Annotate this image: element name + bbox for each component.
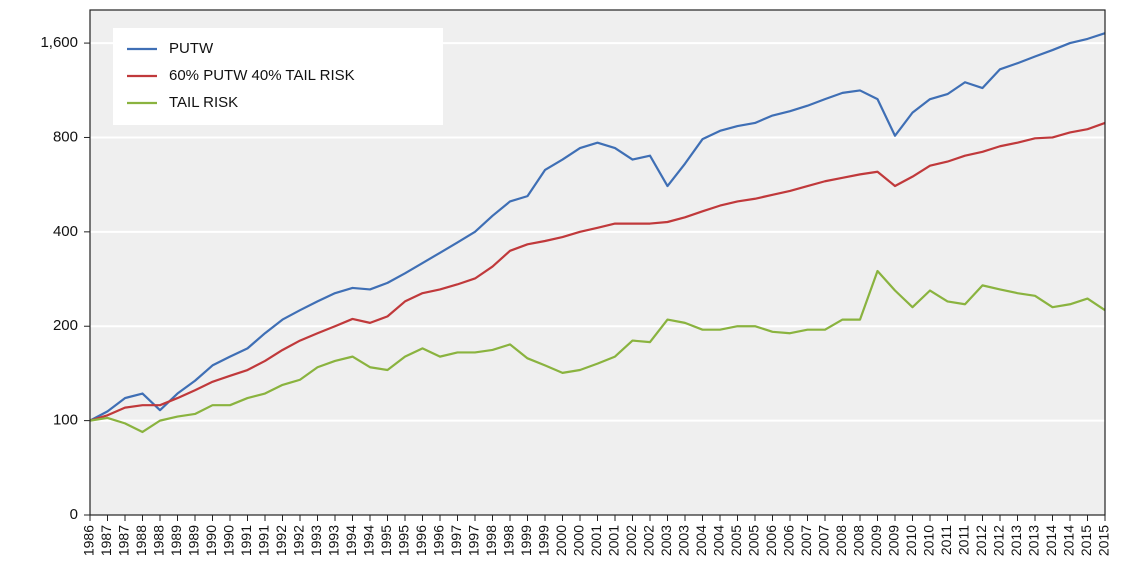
x-tick-label: 2003 — [676, 525, 692, 556]
x-tick-label: 2003 — [658, 525, 674, 556]
legend-box — [113, 28, 443, 125]
x-tick-label: 1987 — [116, 525, 132, 556]
grid — [90, 42, 1105, 422]
y-tick-label: 100 — [53, 412, 78, 429]
x-tick-label: 1991 — [238, 525, 254, 556]
x-tick-label: 2011 — [956, 525, 972, 555]
x-tick-label: 1997 — [466, 525, 482, 556]
x-tick-label: 2001 — [606, 525, 622, 556]
x-tick-label: 1987 — [98, 525, 114, 556]
y-tick-label: 200 — [53, 317, 78, 334]
x-tick-label: 1989 — [186, 525, 202, 556]
x-tick-label: 2008 — [851, 525, 867, 556]
legend-label: 60% PUTW 40% TAIL RISK — [169, 67, 355, 84]
series-line — [89, 121, 1106, 422]
x-tick-label: 2002 — [641, 525, 657, 556]
series-line — [89, 269, 1106, 434]
x-tick-label: 2010 — [921, 525, 937, 556]
x-tick-label: 1994 — [361, 525, 377, 556]
lines — [89, 32, 1106, 434]
x-tick-label: 1990 — [203, 525, 219, 556]
x-tick-label: 1989 — [168, 525, 184, 556]
x-tick-label: 1996 — [413, 525, 429, 556]
x-tick-label: 2002 — [623, 525, 639, 556]
x-tick-label: 2013 — [1026, 525, 1042, 556]
x-tick-label: 1991 — [256, 525, 272, 556]
series-line — [89, 32, 1106, 422]
x-tick-label: 1986 — [81, 525, 97, 556]
x-tick-label: 1988 — [151, 525, 167, 556]
x-tick-label: 2013 — [1008, 525, 1024, 556]
x-tick-label: 1999 — [536, 525, 552, 556]
x-tick-label: 2000 — [571, 525, 587, 556]
x-tick-label: 2006 — [781, 525, 797, 556]
x-tick-label: 1995 — [396, 525, 412, 556]
legend: PUTW 60% PUTW 40% TAIL RISK TAIL RISK — [113, 28, 443, 125]
legend-label: TAIL RISK — [169, 94, 238, 111]
x-tick-label: 2015 — [1078, 525, 1094, 556]
legend-label: PUTW — [169, 40, 214, 57]
x-tick-label: 1999 — [518, 525, 534, 556]
x-tick-label: 2015 — [1096, 525, 1112, 556]
x-tick-label: 1998 — [483, 525, 499, 556]
x-tick-label: 1992 — [273, 525, 289, 556]
x-tick-label: 1995 — [378, 525, 394, 556]
y-tick-label: 1,600 — [40, 34, 78, 51]
x-tick-label: 2007 — [816, 525, 832, 556]
x-tick-label: 2004 — [711, 525, 727, 556]
x-tick-label: 2010 — [903, 525, 919, 556]
x-tick-label: 1993 — [326, 525, 342, 556]
x-tick-label: 2014 — [1061, 525, 1077, 556]
x-tick-label: 2006 — [763, 525, 779, 556]
x-tick-label: 2009 — [868, 525, 884, 556]
x-tick-label: 1994 — [343, 525, 359, 556]
x-tick-label: 1990 — [221, 525, 237, 556]
x-tick-label: 2007 — [798, 525, 814, 556]
y-tick-label: 800 — [53, 128, 78, 145]
x-tick-label: 2012 — [973, 525, 989, 556]
x-tick-label: 2004 — [693, 525, 709, 556]
x-tick-label: 2009 — [886, 525, 902, 556]
x-tick-label: 2005 — [746, 525, 762, 556]
x-tick-label: 2000 — [553, 525, 569, 556]
x-tick-label: 2012 — [991, 525, 1007, 556]
y-tick-label: 0 — [70, 506, 78, 523]
x-tick-label: 2001 — [588, 525, 604, 556]
x-tick-label: 1996 — [431, 525, 447, 556]
x-tick-label: 1997 — [448, 525, 464, 556]
x-tick-label: 2014 — [1043, 525, 1059, 556]
x-tick-label: 1993 — [308, 525, 324, 556]
x-tick-label: 2008 — [833, 525, 849, 556]
x-tick-label: 2011 — [938, 525, 954, 555]
y-tick-label: 400 — [53, 223, 78, 240]
x-tick-label: 1998 — [501, 525, 517, 556]
x-tick-label: 2005 — [728, 525, 744, 556]
x-tick-label: 1988 — [133, 525, 149, 556]
x-tick-label: 1992 — [291, 525, 307, 556]
